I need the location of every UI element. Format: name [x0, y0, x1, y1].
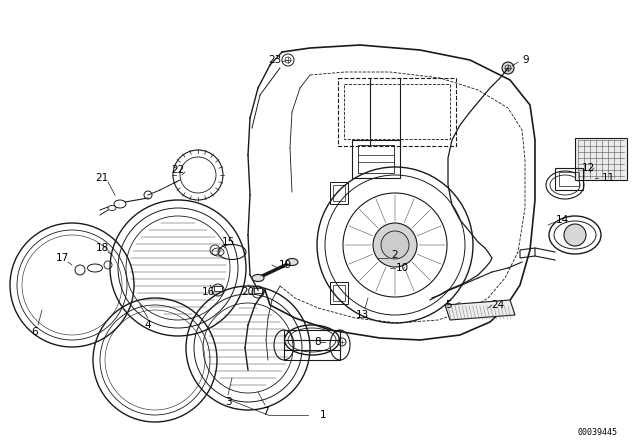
- Bar: [330, 282, 348, 304]
- Text: 13: 13: [355, 310, 369, 320]
- Bar: [338, 78, 456, 146]
- Text: 19: 19: [278, 260, 292, 270]
- Text: 24: 24: [492, 300, 504, 310]
- Circle shape: [564, 224, 586, 246]
- Ellipse shape: [286, 258, 298, 266]
- Bar: [333, 185, 345, 201]
- Text: 3: 3: [225, 397, 231, 407]
- Text: 5: 5: [445, 300, 451, 310]
- Text: 9: 9: [523, 55, 529, 65]
- Ellipse shape: [252, 275, 264, 281]
- Text: 11: 11: [602, 173, 614, 183]
- Bar: [575, 138, 627, 180]
- Text: 22: 22: [172, 165, 184, 175]
- Text: 12: 12: [581, 163, 595, 173]
- Bar: [358, 145, 394, 173]
- Text: 4: 4: [145, 320, 151, 330]
- Text: 18: 18: [95, 243, 109, 253]
- Text: 8: 8: [315, 337, 321, 347]
- Text: 23: 23: [268, 55, 282, 65]
- Circle shape: [381, 231, 409, 259]
- Bar: [555, 168, 583, 190]
- Text: 15: 15: [221, 237, 235, 247]
- Text: 00039445: 00039445: [578, 427, 618, 436]
- Text: 20: 20: [241, 287, 255, 297]
- Text: 1: 1: [320, 410, 326, 420]
- Text: 21: 21: [95, 173, 109, 183]
- Bar: [214, 286, 222, 291]
- Bar: [254, 288, 262, 293]
- Text: 16: 16: [202, 287, 214, 297]
- Circle shape: [502, 62, 514, 74]
- Bar: [284, 330, 340, 360]
- Bar: [559, 172, 579, 186]
- Bar: [352, 140, 400, 178]
- Text: 14: 14: [556, 215, 568, 225]
- Text: 17: 17: [56, 253, 68, 263]
- Polygon shape: [445, 300, 515, 320]
- Circle shape: [388, 238, 402, 252]
- Bar: [333, 285, 345, 301]
- Text: 10: 10: [396, 263, 408, 273]
- Text: 6: 6: [32, 327, 38, 337]
- Text: 2: 2: [392, 250, 398, 260]
- Bar: [330, 182, 348, 204]
- Circle shape: [373, 223, 417, 267]
- Bar: [344, 84, 450, 139]
- Text: 7: 7: [262, 407, 268, 417]
